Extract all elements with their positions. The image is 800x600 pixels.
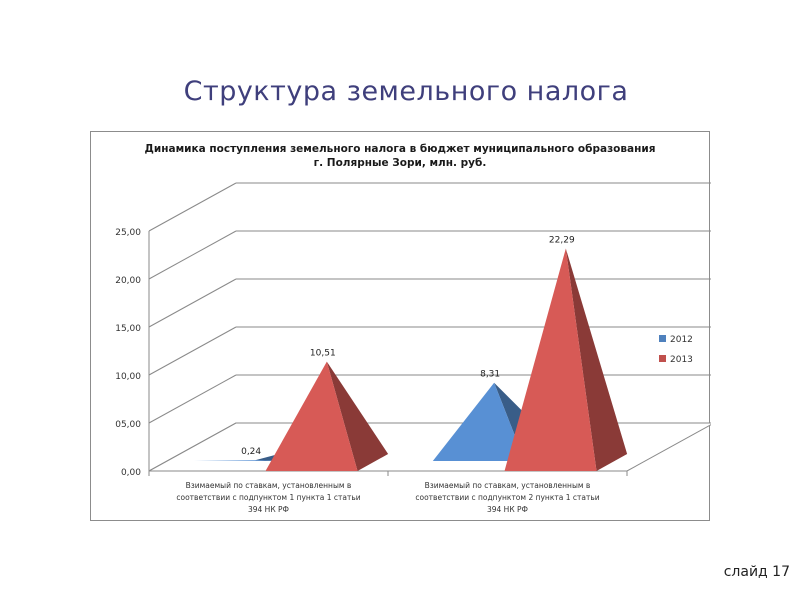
slide-title: Структура земельного налога	[183, 76, 629, 107]
pyramid-front-2012	[432, 382, 525, 461]
y-tick-label: 15,00	[115, 324, 141, 334]
category-label: соответствии с подпунктом 2 пункта 1 ста…	[415, 493, 599, 502]
legend-label-2012: 2012	[670, 335, 693, 345]
data-label: 22,29	[549, 236, 575, 246]
wall-gridline	[148, 374, 237, 424]
y-tick-label: 20,00	[115, 276, 141, 286]
pyramid-side-2013	[565, 248, 628, 471]
wall-gridline	[148, 230, 237, 280]
chart-title-line: Динамика поступления земельного налога в…	[144, 143, 656, 155]
chart-title: Динамика поступления земельного налога в…	[91, 142, 709, 170]
legend-label-2013: 2013	[670, 355, 693, 365]
legend-swatch-2013	[659, 355, 666, 362]
category-label: Взимаемый по ставкам, установленным в	[425, 481, 591, 490]
pyramid-front-2012	[193, 460, 286, 461]
pyramid-side-2013	[326, 361, 389, 471]
slide-number: слайд 17	[723, 564, 790, 580]
y-tick-label: 10,00	[115, 372, 141, 382]
y-tick-label: 05,00	[115, 420, 141, 430]
category-label: соответствии с подпунктом 1 пункта 1 ста…	[176, 493, 360, 502]
chart-subtitle-line: г. Полярные Зори, млн. руб.	[313, 157, 487, 169]
wall-gridline	[148, 182, 237, 232]
y-tick-label: 25,00	[115, 228, 141, 238]
y-tick-label: 0,00	[121, 468, 141, 478]
wall-gridline	[148, 278, 237, 328]
chart-frame: Динамика поступления земельного налога в…	[90, 131, 711, 521]
chart-plot: 0,00 05,00 10,00 15,00 20,00 25,00 0,24 10,51 8,…	[115, 182, 711, 514]
legend-swatch-2012	[659, 335, 666, 342]
data-label: 0,24	[241, 447, 261, 457]
data-label: 8,31	[480, 370, 500, 380]
category-label: 394 НК РФ	[487, 505, 529, 514]
wall-gridline	[148, 326, 237, 376]
category-label: 394 НК РФ	[248, 505, 290, 514]
pyramid-front-2013	[504, 248, 597, 471]
data-label: 10,51	[310, 349, 336, 359]
category-label: Взимаемый по ставкам, установленным в	[186, 481, 352, 490]
pyramid-front-2013	[265, 361, 358, 471]
chart-floor	[148, 422, 711, 472]
